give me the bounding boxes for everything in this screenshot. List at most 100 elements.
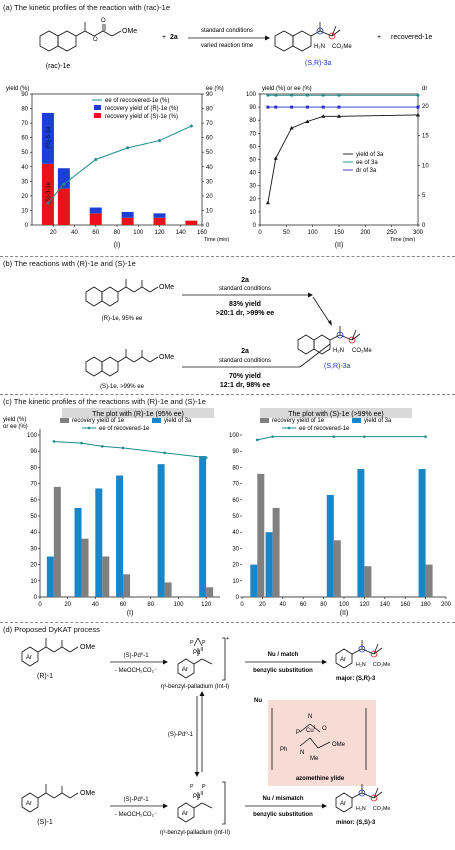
bar-s-1e [89, 213, 102, 225]
x-tick-label: 300 [413, 230, 424, 236]
ylide-label: azomethine ylide [296, 776, 345, 782]
bar-yield-3a [116, 475, 124, 597]
reagent-2a-b1: 2a [241, 277, 249, 284]
ar-r: Ar [26, 655, 32, 661]
rac-label: (rac)-1e [46, 63, 71, 70]
series-point [305, 105, 309, 109]
y-axis-label: yield (%) or ee (%) [262, 86, 312, 92]
x-tick-label: 0 [258, 230, 262, 236]
svg-text:Ph: Ph [280, 747, 287, 753]
y2-tick-label: 90 [206, 92, 213, 98]
bar-s-1e [121, 217, 134, 225]
r-1-label: (R)-1 [37, 673, 53, 680]
x-tick-label: 20 [259, 602, 266, 608]
svg-text:Me: Me [310, 756, 319, 762]
ee-point [363, 435, 366, 438]
x-tick-label: 100 [339, 602, 350, 608]
x-tick-label: 20 [64, 602, 71, 608]
int-1-structure [177, 637, 226, 681]
naphthalene-sm-a [39, 22, 122, 52]
x-tick-label: 100 [133, 230, 144, 236]
series-point [321, 105, 325, 109]
y2-axis-label: dr [422, 86, 427, 92]
y-tick-label: 90 [232, 449, 239, 455]
bar-s-1e [57, 188, 70, 225]
chart-a-I: 0 0 10 10 20 20 30 30 40 40 50 50 60 60 70 70 80 80 90 90 20… [6, 86, 229, 249]
ee-point [46, 201, 50, 205]
legend-s: recovery yield of (S)-1e (%) [105, 114, 178, 120]
bar-yield-3a [74, 507, 82, 597]
y-tick-label: 40 [249, 171, 256, 177]
legend-point-ee [287, 426, 291, 430]
y-tick-label: 40 [30, 530, 37, 536]
ee-line [53, 440, 207, 459]
ylide-box [268, 700, 376, 786]
series-point [416, 93, 420, 97]
svg-text:CO₂Me: CO₂Me [373, 806, 390, 812]
y-tick-label: 70 [232, 482, 239, 488]
cond-b2: standard conditions [219, 358, 271, 364]
series-point [305, 119, 310, 124]
legend-yield: yield of 3a [364, 418, 392, 424]
ee-point [256, 438, 259, 442]
y-tick-label: 10 [30, 579, 37, 585]
x-tick-label: 140 [176, 230, 187, 236]
series-point [265, 200, 270, 205]
y-tick-label: 10 [232, 579, 239, 585]
divider-b [0, 394, 455, 395]
bar-r-1e [41, 112, 54, 164]
ee-line [257, 436, 426, 441]
x-tick-label: 0 [38, 602, 42, 608]
section-a-title: (a) The kinetic profiles of the reaction… [3, 3, 171, 12]
svg-text:P: P [202, 784, 206, 790]
x-tick-label: 100 [308, 230, 319, 236]
ee-point [332, 435, 336, 438]
bar-recovery-1e [272, 507, 280, 597]
r-dr: >20:1 dr, >99% ee [216, 310, 274, 317]
y-tick-label: 80 [21, 107, 28, 113]
svg-text:P: P [296, 730, 300, 736]
y-tick-label: 90 [21, 92, 28, 98]
y-tick-label: 30 [21, 179, 28, 185]
x-tick-label: 140 [380, 602, 391, 608]
ee-point [52, 440, 56, 443]
o-atom-2: O [101, 18, 106, 24]
y-tick-label: 10 [21, 208, 28, 214]
y2-tick-label: 20 [422, 104, 429, 110]
legend-swatch-blue [352, 418, 361, 423]
y-tick-label: 40 [232, 530, 239, 536]
y-tick-label: 0 [236, 595, 240, 601]
subst-top: benzylic substitution [253, 668, 313, 674]
ee-point [94, 158, 98, 161]
y-tick-label: 50 [249, 158, 256, 164]
series-point [290, 93, 294, 97]
y-tick-label: 70 [21, 121, 28, 127]
svg-text:N: N [308, 714, 312, 720]
legend-swatch-gray [260, 418, 269, 423]
x-tick-label: 120 [359, 602, 370, 608]
scheme-d: Ar OMe (R)-1 (S)-Pd⁰-1 - MeOCH₂CO₂⁻ Ar P… [21, 636, 390, 836]
ome-b-r: OMe [159, 284, 174, 291]
ee-point [121, 446, 125, 450]
section-d-title: (d) Proposed DyKAT process [3, 625, 100, 634]
x-tick-label: 60 [120, 602, 127, 608]
svg-text:Ar: Ar [340, 801, 346, 807]
x-tick-label: 120 [201, 602, 212, 608]
legend-ee: ee of recovered-1e [299, 426, 350, 432]
minor-product [335, 784, 383, 813]
major-product [335, 640, 383, 669]
title-box [260, 408, 412, 418]
legend-r-swatch [94, 105, 101, 110]
y-tick-label: 50 [30, 514, 37, 520]
x-tick-label: 60 [92, 230, 99, 236]
h2n-a: H₂N [314, 44, 325, 50]
bar-recovery-1e [164, 582, 172, 597]
cat-top: (S)-Pd⁰-1 [123, 652, 149, 659]
svg-text:CuI: CuI [306, 725, 315, 734]
svg-text:P: P [190, 640, 194, 646]
series-point [273, 156, 278, 160]
y-tick-label: 20 [30, 563, 37, 569]
series-point [321, 114, 326, 118]
svg-text:Ar: Ar [26, 801, 32, 807]
ee-line [47, 125, 192, 204]
